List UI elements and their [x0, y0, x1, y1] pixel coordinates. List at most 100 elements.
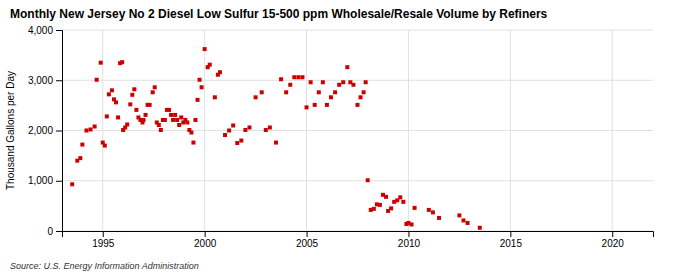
point [268, 125, 272, 129]
point [337, 83, 341, 87]
y-axis-title: Thousand Gallons per Day [5, 71, 16, 190]
point [193, 118, 197, 122]
grid-line [62, 80, 653, 81]
point [378, 203, 382, 207]
point [351, 83, 355, 87]
tick-label: 2,000 [28, 125, 53, 136]
point [196, 98, 200, 102]
tick-mark [408, 231, 409, 237]
point [384, 195, 388, 199]
tick: 0 [47, 226, 62, 237]
point [198, 78, 202, 82]
point [148, 103, 152, 107]
tick-label: 1,000 [28, 175, 53, 186]
point [142, 118, 146, 122]
point [99, 61, 103, 65]
tick-label: 0 [47, 226, 53, 237]
axis-line [63, 232, 654, 238]
tick-label: 3,000 [28, 75, 53, 86]
point [243, 128, 247, 132]
point [200, 85, 204, 89]
tick: 2000 [194, 231, 217, 249]
point [125, 122, 129, 126]
tick-mark [56, 131, 62, 132]
point [239, 139, 243, 143]
point [132, 87, 136, 91]
point [466, 221, 470, 225]
point [247, 125, 251, 129]
point [114, 100, 118, 104]
point [103, 144, 107, 148]
point [398, 195, 402, 199]
point [235, 141, 239, 145]
axis-line [56, 31, 63, 232]
chart: 19952000200520102015202001,0002,0003,000… [0, 0, 675, 275]
tick-mark [56, 80, 62, 81]
point [189, 131, 193, 135]
tick: 2010 [398, 231, 421, 249]
point [171, 118, 175, 122]
point [478, 226, 482, 230]
point [305, 105, 309, 109]
point [130, 93, 134, 97]
point [153, 85, 157, 89]
point [134, 108, 138, 112]
point [296, 75, 300, 79]
tick: 2020 [602, 231, 625, 249]
tick-label: 2005 [296, 238, 319, 249]
tick: 1995 [92, 231, 115, 249]
point [427, 208, 431, 212]
point [163, 118, 167, 122]
point [218, 70, 222, 74]
point [231, 123, 235, 127]
point [120, 60, 124, 64]
point [89, 127, 93, 131]
tick-mark [103, 231, 104, 237]
tick: 1,000 [28, 175, 62, 186]
tick: 2005 [296, 231, 319, 249]
point [105, 114, 109, 118]
point [107, 92, 111, 96]
point [203, 47, 207, 51]
point [313, 103, 317, 107]
tick-mark [205, 231, 206, 237]
point [185, 120, 189, 124]
point [179, 115, 183, 119]
point [173, 113, 177, 117]
point [410, 222, 414, 226]
title: Monthly New Jersey No 2 Diesel Low Sulfu… [10, 7, 548, 21]
point [389, 206, 393, 210]
point [260, 90, 264, 94]
tick-mark [56, 30, 62, 31]
tick-mark [56, 181, 62, 182]
point [159, 128, 163, 132]
point [317, 90, 321, 94]
grid-line [62, 180, 653, 181]
point [78, 156, 82, 160]
point [341, 80, 345, 84]
tick-mark [612, 231, 613, 237]
point [116, 115, 120, 119]
point [437, 216, 441, 220]
point [254, 95, 258, 99]
point [223, 133, 227, 137]
points [70, 47, 482, 230]
point [372, 207, 376, 211]
point [151, 90, 155, 94]
point [93, 124, 97, 128]
point [321, 80, 325, 84]
point [366, 178, 370, 182]
tick-mark [307, 231, 308, 237]
point [300, 75, 304, 79]
point [191, 141, 195, 145]
point [208, 63, 212, 67]
tick: 4,000 [28, 25, 62, 36]
point [167, 108, 171, 112]
point [213, 95, 217, 99]
x-axis: 199520002005201020152020 [63, 231, 654, 249]
point [356, 103, 360, 107]
point [364, 80, 368, 84]
tick: 2,000 [28, 125, 62, 136]
tick: 3,000 [28, 75, 62, 86]
point [431, 210, 435, 214]
